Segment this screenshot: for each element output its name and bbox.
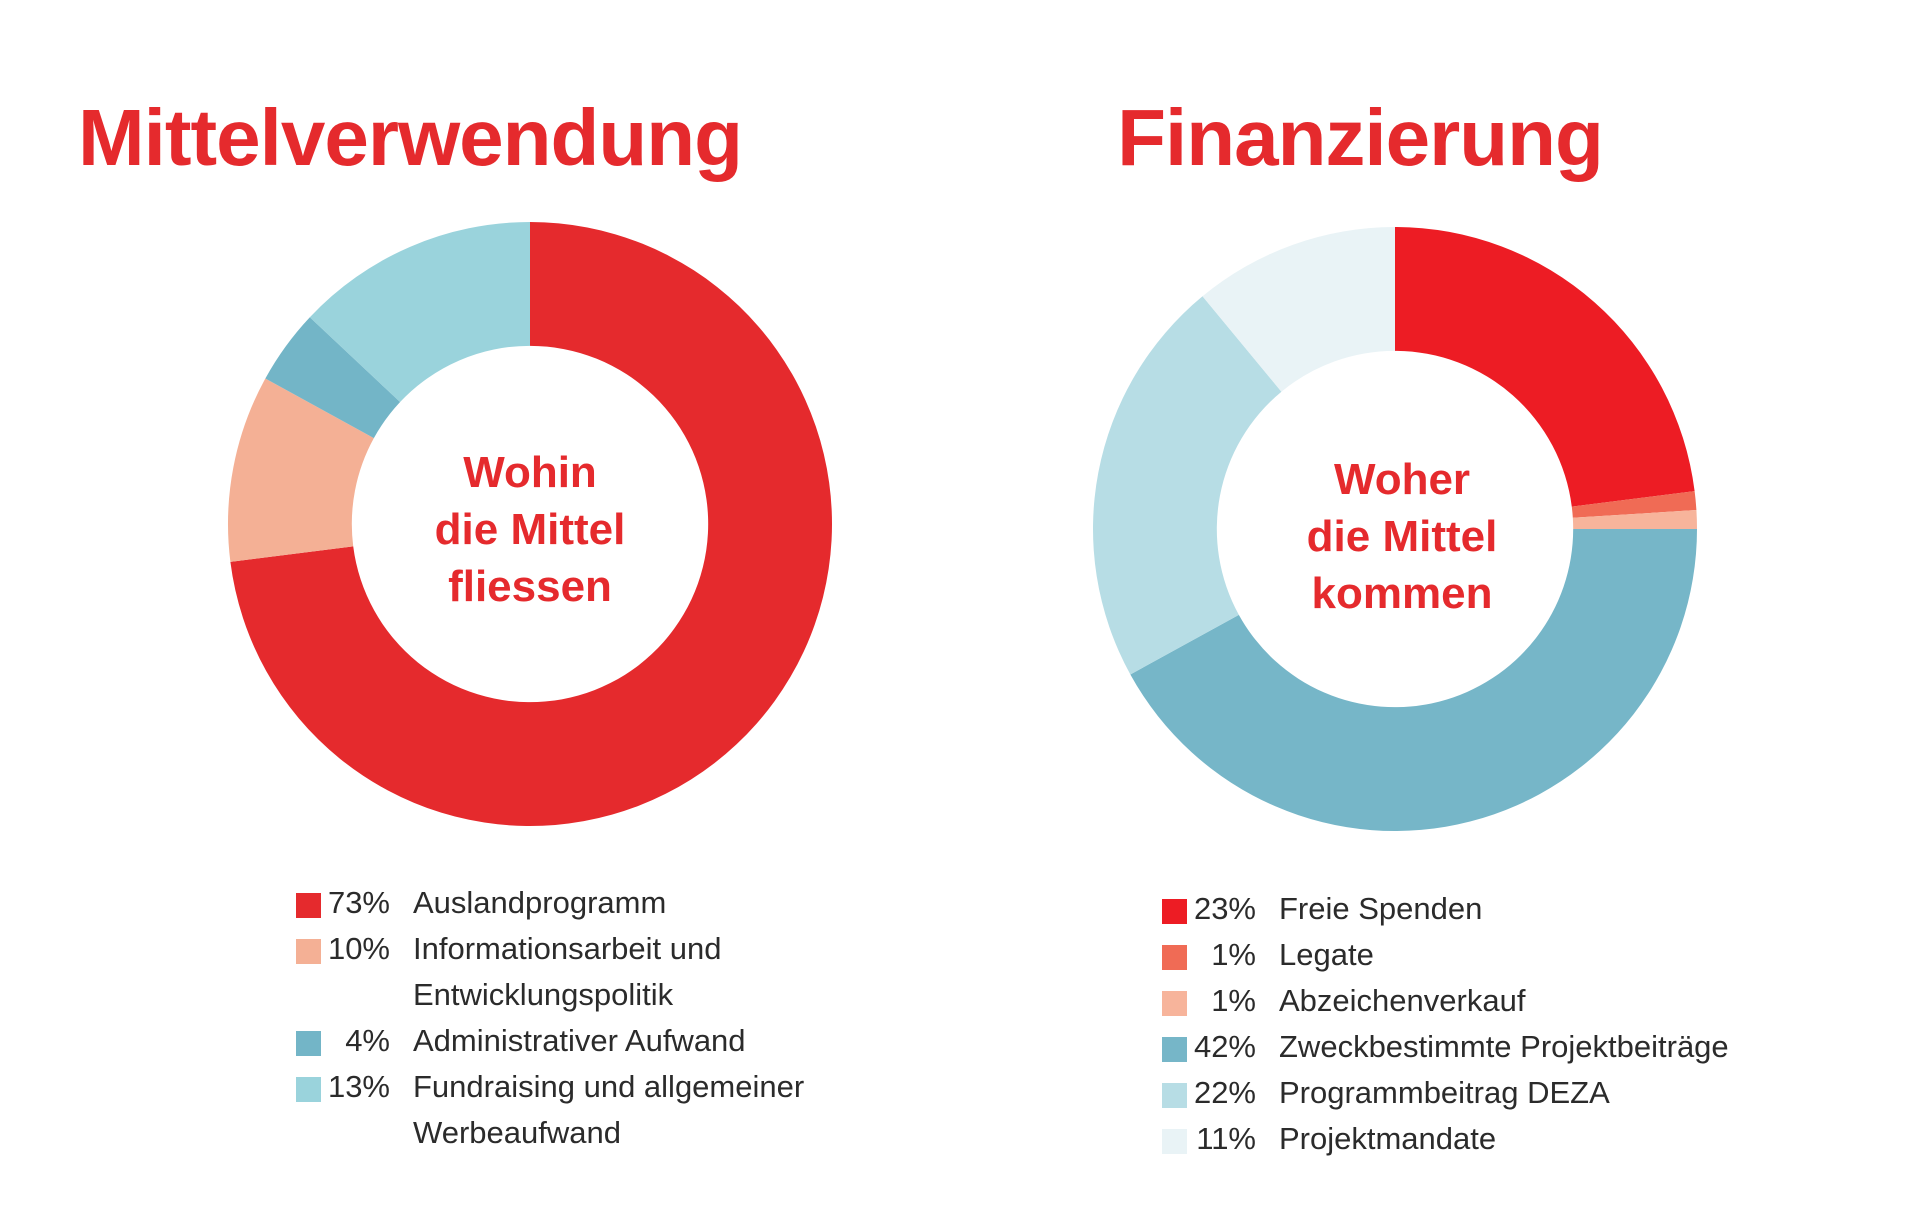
pie-slice-3 [1130, 529, 1697, 832]
legend-swatch [296, 893, 321, 918]
legend-swatch [1162, 945, 1187, 970]
pie-slice-1 [1571, 491, 1697, 518]
center-label-line: kommen [1311, 569, 1493, 618]
pie-slice-4 [1093, 296, 1282, 675]
legend-percent: 23% [1193, 891, 1256, 926]
legend: 23% Freie Spenden 1% Legate 1% Abzeichenverka… [1162, 886, 1729, 1162]
legend-swatch [296, 939, 321, 964]
legend-item: 1% Legate [1162, 932, 1729, 978]
chart-panel-finanzierung: Finanzierung Woher die Mittel kommen 23%… [960, 0, 1920, 1221]
center-label-line: Woher [1333, 455, 1471, 504]
center-label: Woher die Mittel kommen [1222, 451, 1582, 622]
legend-percent: 10% [327, 931, 390, 966]
pie-slice-2 [1572, 510, 1697, 529]
pie-slice-0 [1395, 227, 1695, 507]
chart-panel-mittelverwendung: Mittelverwendung Wohin die Mittel fliess… [77, 93, 833, 1156]
legend-item: 13% Fundraising und allgemeiner Werbeaufwa… [296, 1064, 804, 1156]
legend-percent: 1% [1211, 983, 1256, 1018]
legend-item: 1% Abzeichenverkauf [1162, 978, 1729, 1024]
legend-item: 42% Zweckbestimmte Projektbeiträge [1162, 1024, 1729, 1070]
pie-slice-5 [1202, 227, 1395, 392]
legend-label: Werbeaufwand [413, 1115, 621, 1150]
donut-chart [228, 222, 833, 826]
legend-label: Projektmandate [1279, 1121, 1497, 1156]
legend-percent: 73% [327, 885, 390, 920]
legend-item: 73% Auslandprogramm [296, 880, 804, 926]
center-label-line: die Mittel [434, 505, 626, 554]
legend-item: 10% Informationsarbeit und Entwicklungspol… [296, 926, 804, 1018]
center-label-line: die Mittel [1306, 512, 1498, 561]
legend-percent: 11% [1196, 1121, 1256, 1156]
pie-slice-3 [309, 222, 530, 403]
legend-percent: 42% [1193, 1029, 1256, 1064]
legend-label: Legate [1279, 937, 1374, 972]
donut-chart [1093, 227, 1697, 832]
center-label: Wohin die Mittel fliessen [350, 444, 710, 615]
legend-label: Fundraising und allgemeiner [413, 1069, 805, 1104]
legend-item: 11% Projektmandate [1162, 1116, 1729, 1162]
legend-label: Zweckbestimmte Projektbeiträge [1279, 1029, 1729, 1064]
legend-percent: 13% [327, 1069, 390, 1104]
pie-slice-2 [265, 317, 401, 439]
legend-swatch [1162, 1129, 1187, 1154]
legend-label: Entwicklungspolitik [413, 977, 674, 1012]
legend-label: Administrativer Aufwand [413, 1023, 746, 1058]
center-label-line: Wohin [463, 448, 597, 497]
chart-title: Mittelverwendung [77, 93, 743, 182]
legend-label: Programmbeitrag DEZA [1279, 1075, 1610, 1110]
legend-percent: 1% [1211, 937, 1256, 972]
pie-slice-0 [230, 222, 833, 826]
legend-swatch [1162, 899, 1187, 924]
center-label-line: fliessen [448, 562, 612, 611]
legend-label: Auslandprogramm [413, 885, 667, 920]
legend-swatch [1162, 991, 1187, 1016]
legend-swatch [1162, 1083, 1187, 1108]
legend-percent: 22% [1193, 1075, 1256, 1110]
legend-label: Abzeichenverkauf [1279, 983, 1526, 1018]
legend-swatch [296, 1077, 321, 1102]
legend-swatch [1162, 1037, 1187, 1062]
pie-slice-1 [228, 378, 374, 562]
legend-item: 4% Administrativer Aufwand [296, 1018, 804, 1064]
legend-percent: 4% [345, 1023, 390, 1058]
legend-swatch [296, 1031, 321, 1056]
legend-item: 22% Programmbeitrag DEZA [1162, 1070, 1729, 1116]
chart-title: Finanzierung [1117, 93, 1604, 182]
legend-label: Freie Spenden [1279, 891, 1483, 926]
legend: 73% Auslandprogramm 10% Informationsarbeit … [296, 880, 804, 1156]
legend-item: 23% Freie Spenden [1162, 886, 1729, 932]
legend-label: Informationsarbeit und [413, 931, 722, 966]
